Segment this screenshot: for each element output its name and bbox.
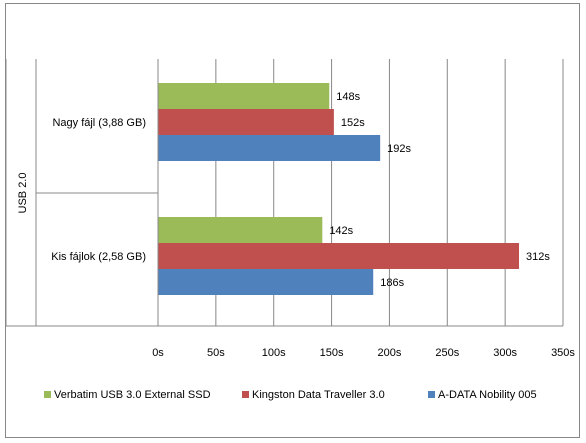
data-label-1-0: 142s [329, 225, 353, 237]
bar-chart: 0s 50s 100s 150s 200s 250s 300s 350s 148s 152s 192… [6, 59, 575, 401]
legend-swatch-1 [242, 391, 249, 398]
legend-label-2: A-DATA Nobility 005 [438, 389, 537, 401]
x-tick-label-1: 50s [207, 347, 225, 359]
group-label: USB 2.0 [17, 173, 29, 214]
data-label-0-0: 148s [336, 91, 360, 103]
legend-label-0: Verbatim USB 3.0 External SSD [54, 389, 211, 401]
bar-1-2 [158, 269, 374, 295]
category-label-1: Kis fájlok (2,58 GB) [51, 251, 146, 263]
chart-frame: 0s 50s 100s 150s 200s 250s 300s 350s 148s 152s 192… [5, 3, 580, 438]
bar-1-1 [158, 243, 520, 269]
bar-0-1 [158, 109, 334, 135]
legend-label-1: Kingston Data Traveller 3.0 [252, 389, 385, 401]
x-tick-label-5: 250s [435, 347, 459, 359]
data-label-0-1: 152s [341, 117, 365, 129]
bar-0-0 [158, 83, 330, 109]
x-tick-label-7: 350s [551, 347, 575, 359]
legend-swatch-2 [428, 391, 435, 398]
bar-0-2 [158, 135, 381, 161]
x-tick-label-2: 100s [262, 347, 286, 359]
x-tick-label-6: 300s [493, 347, 517, 359]
bar-1-0 [158, 217, 323, 243]
data-label-0-2: 192s [387, 143, 411, 155]
legend-swatch-0 [44, 391, 51, 398]
data-label-1-1: 312s [526, 251, 550, 263]
category-label-0: Nagy fájl (3,88 GB) [52, 117, 146, 129]
data-label-1-2: 186s [380, 277, 404, 289]
x-tick-label-0: 0s [152, 347, 164, 359]
x-tick-label-4: 200s [377, 347, 401, 359]
x-tick-label-3: 150s [320, 347, 344, 359]
